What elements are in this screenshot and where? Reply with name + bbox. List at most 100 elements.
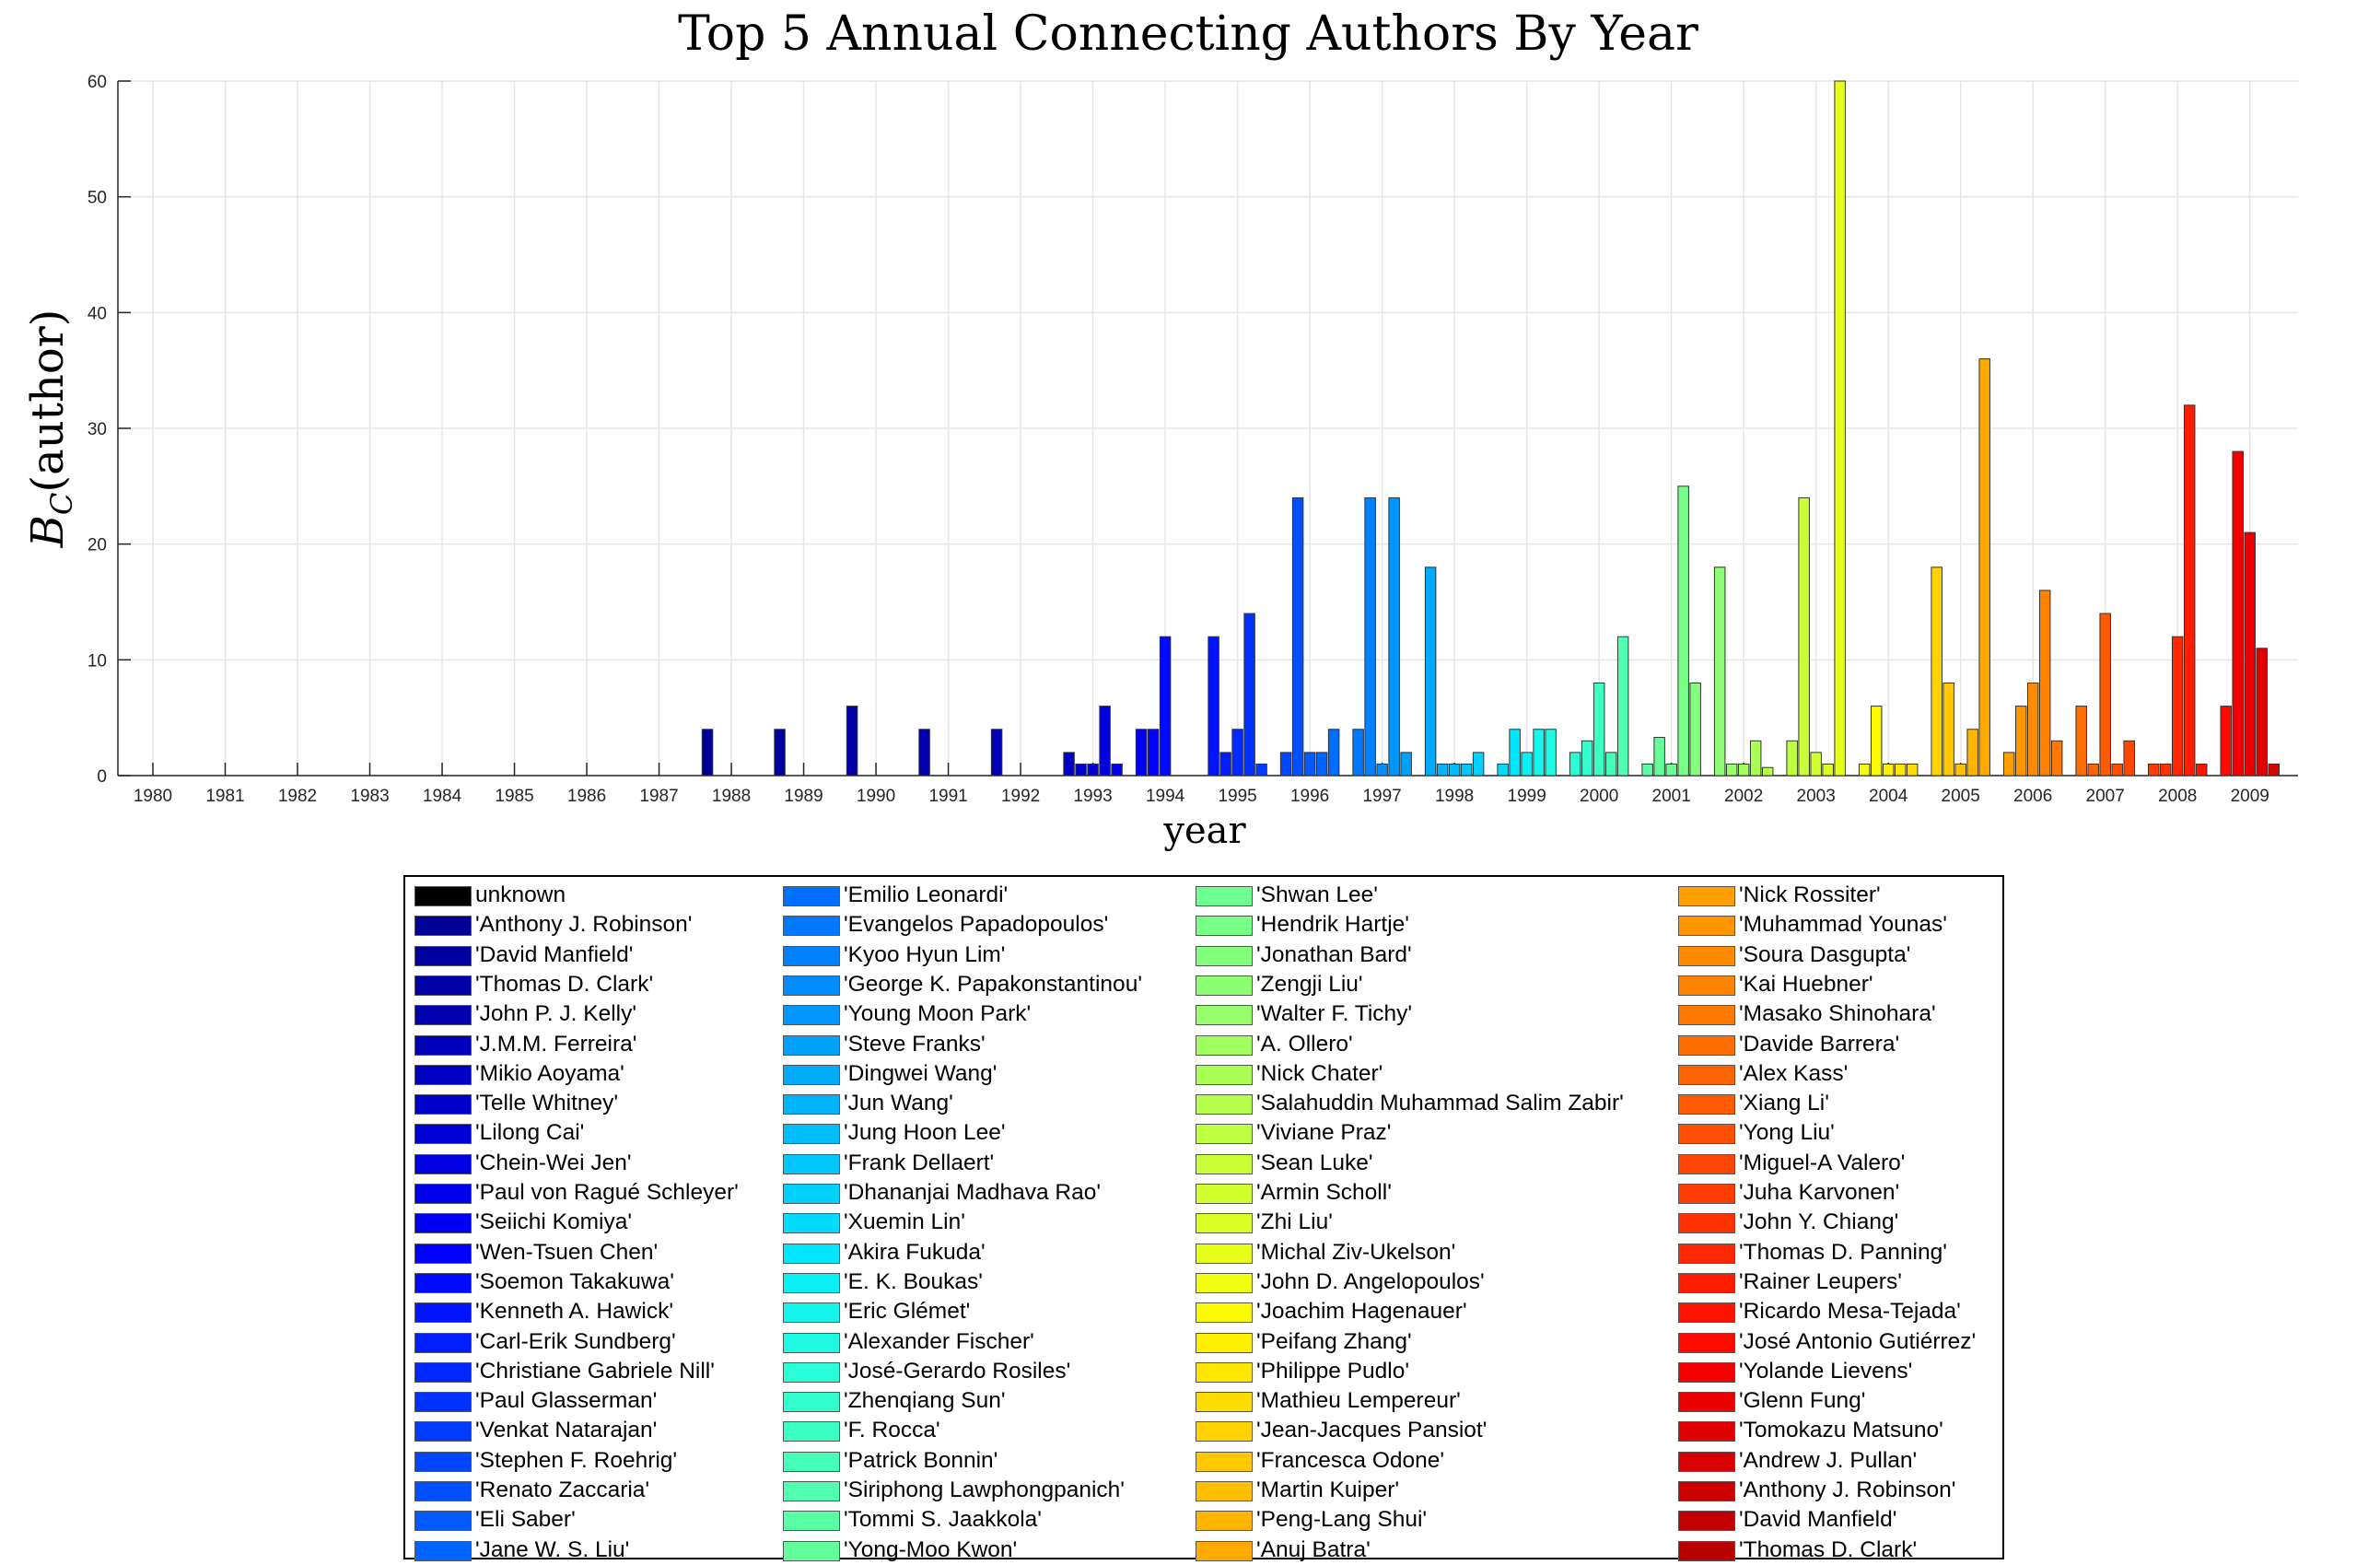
legend-swatch [1196, 1392, 1253, 1413]
legend-swatch [1678, 1302, 1735, 1324]
legend-swatch [414, 1392, 472, 1413]
legend-label: 'Xiang Li' [1739, 1091, 1829, 1116]
bar [2026, 682, 2039, 777]
bar [1111, 763, 1123, 777]
x-tick-label: 2004 [1869, 787, 1908, 806]
legend-swatch [1196, 1302, 1253, 1324]
chart-title: Top 5 Annual Connecting Authors By Year [678, 6, 1698, 62]
legend-swatch [1196, 1540, 1253, 1561]
legend-label: 'Emilio Leonardi' [844, 882, 1009, 907]
bar [2195, 763, 2208, 777]
legend-swatch [783, 886, 840, 906]
bar [1713, 566, 1726, 777]
bar [1966, 729, 1978, 777]
legend-label: 'Soura Dasgupta' [1739, 941, 1911, 967]
legend-swatch [1678, 1153, 1735, 1174]
bar [1521, 752, 1533, 777]
x-tick-label: 1982 [278, 787, 317, 806]
legend-swatch [414, 1184, 472, 1204]
legend-label: 'Shwan Lee' [1256, 882, 1378, 907]
x-tick-label: 1994 [1146, 787, 1185, 806]
bar [2111, 763, 2123, 777]
bar [1255, 763, 1267, 777]
bar [1315, 752, 1328, 777]
legend-label: 'Lilong Cai' [475, 1120, 585, 1146]
bar [1810, 752, 1822, 777]
legend-swatch [1196, 1064, 1253, 1085]
legend-swatch [1678, 1332, 1735, 1353]
legend-label: 'Eric Glémet' [844, 1299, 971, 1325]
y-tick-labels: 0 10 20 30 40 50 60 [88, 73, 107, 787]
bar [2038, 590, 2051, 777]
legend-label: 'Jun Wang' [844, 1091, 953, 1116]
legend-label: 'Tommi S. Jaakkola' [844, 1507, 1042, 1533]
bar [1063, 752, 1075, 777]
legend-label: 'Anthony J. Robinson' [1739, 1477, 1956, 1502]
bar [2268, 763, 2280, 777]
legend-label: 'Steve Franks' [844, 1031, 986, 1057]
legend-swatch [1196, 1184, 1253, 1204]
legend-label: 'Francesca Odone' [1256, 1447, 1445, 1473]
x-tick-label: 1981 [205, 787, 244, 806]
legend-label: 'Yolande Lievens' [1739, 1358, 1913, 1384]
bar [1858, 763, 1871, 777]
bar [1616, 636, 1629, 777]
bar [1279, 752, 1292, 777]
legend-label: 'Peng-Lang Shui' [1256, 1507, 1428, 1533]
legend-swatch [414, 1511, 472, 1532]
bar [846, 706, 858, 777]
bar [1303, 752, 1316, 777]
legend-label: 'Thomas D. Clark' [1739, 1536, 1918, 1562]
legend-label: 'A. Ollero' [1256, 1031, 1353, 1057]
legend-label: 'Tomokazu Matsuno' [1739, 1418, 1943, 1443]
x-tick-label: 2001 [1652, 787, 1691, 806]
legend-label: 'Hendrik Hartje' [1256, 912, 1409, 938]
bar [990, 729, 1003, 777]
bar [1243, 613, 1255, 777]
legend-label: 'Christiane Gabriele Nill' [475, 1358, 715, 1384]
bar [1942, 682, 1954, 777]
legend-label: 'Jung Hoon Lee' [844, 1120, 1006, 1146]
legend-label: 'Thomas D. Panning' [1739, 1239, 1947, 1265]
bar [1569, 752, 1581, 777]
bar [1761, 766, 1774, 777]
legend-label: 'Venkat Natarajan' [475, 1418, 658, 1443]
legend-label: 'Seiichi Komiya' [475, 1209, 633, 1235]
bar [1592, 682, 1605, 777]
bar [1931, 566, 1942, 777]
legend-swatch [1678, 1361, 1735, 1383]
legend-swatch [1196, 1005, 1253, 1026]
legend-label: 'Paul Glasserman' [475, 1388, 658, 1414]
legend-swatch [1678, 945, 1735, 966]
legend-swatch [1196, 1272, 1253, 1293]
bar [1327, 729, 1340, 777]
legend-swatch [783, 916, 840, 937]
legend-label: 'Jonathan Bard' [1256, 941, 1412, 967]
legend-swatch [1678, 1184, 1735, 1204]
x-tick-label: 1996 [1290, 787, 1329, 806]
legend-label: 'Dingwei Wang' [844, 1060, 998, 1086]
legend-swatch [1196, 1124, 1253, 1145]
legend-label: 'Jane W. S. Liu' [475, 1536, 630, 1562]
legend-label: 'Siriphong Lawphongpanich' [844, 1477, 1125, 1502]
legend-swatch [1678, 1451, 1735, 1472]
legend-label: 'Paul von Ragué Schleyer' [475, 1180, 739, 1205]
legend-swatch [414, 1064, 472, 1085]
legend-swatch [783, 1332, 840, 1353]
legend-label: 'Sean Luke' [1256, 1150, 1373, 1175]
bar [1581, 740, 1593, 777]
legend-swatch [1196, 1094, 1253, 1115]
x-tick-label: 1987 [639, 787, 678, 806]
legend-swatch [1678, 1421, 1735, 1442]
bar [1749, 740, 1762, 777]
bar [1533, 729, 1545, 777]
bar [1786, 740, 1798, 777]
x-tick-label: 1995 [1218, 787, 1256, 806]
legend-swatch [1196, 1451, 1253, 1472]
legend-label: 'Kai Huebner' [1739, 971, 1873, 997]
legend-swatch [1678, 1511, 1735, 1532]
bars [701, 80, 2280, 777]
bar [1219, 752, 1231, 777]
legend-swatch [1196, 1332, 1253, 1353]
